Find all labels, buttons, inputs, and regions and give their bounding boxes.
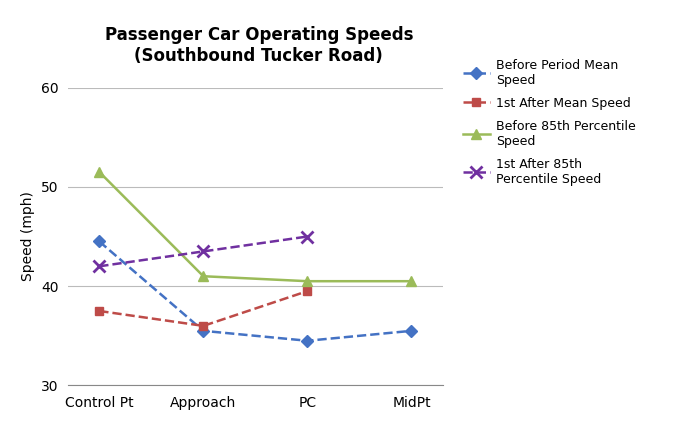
Legend: Before Period Mean
Speed, 1st After Mean Speed, Before 85th Percentile
Speed, 1s: Before Period Mean Speed, 1st After Mean… [462,59,636,186]
Y-axis label: Speed (mph): Speed (mph) [21,191,35,282]
Text: Passenger Car Operating Speeds
(Southbound Tucker Road): Passenger Car Operating Speeds (Southbou… [104,26,413,65]
